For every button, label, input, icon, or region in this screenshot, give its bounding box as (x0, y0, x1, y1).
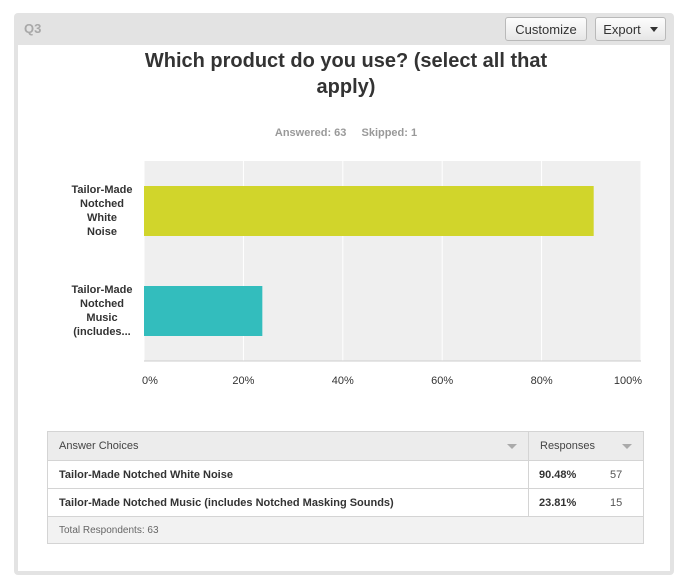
total-respondents: Total Respondents: 63 (48, 517, 643, 543)
bar (144, 286, 263, 336)
answered-count: Answered: 63 (274, 127, 347, 139)
answer-choices-header[interactable]: Answer Choices (48, 432, 529, 460)
count-cell: 15 (610, 496, 623, 509)
response-stats: Answered: 63 Skipped: 1 (0, 127, 692, 139)
sort-icon (507, 444, 517, 449)
table-header: Answer Choices Responses (48, 432, 643, 461)
answer-cell: Tailor-Made Notched Music (includes Notc… (48, 489, 529, 516)
sort-icon (622, 444, 632, 449)
x-tick-label: 80% (531, 375, 553, 387)
table-row: Tailor-Made Notched White Noise 90.48% 5… (48, 461, 643, 489)
percent-cell: 90.48% (539, 468, 577, 481)
skipped-count: Skipped: 1 (361, 127, 418, 139)
x-tick-label: 60% (431, 375, 453, 387)
bar (144, 186, 594, 236)
responses-header[interactable]: Responses (529, 432, 643, 460)
answer-cell: Tailor-Made Notched White Noise (48, 461, 529, 488)
x-tick-label: 20% (232, 375, 254, 387)
chart-title: Which product do you use? (select all th… (144, 50, 548, 98)
export-button[interactable]: Export (595, 17, 666, 41)
x-tick-label: 0% (142, 375, 158, 387)
chevron-down-icon (649, 26, 658, 32)
y-tick-label: Tailor-Made Notched Music (includes... (71, 284, 133, 338)
response-table: Answer Choices Responses Tailor-Made Not… (47, 431, 644, 544)
customize-button[interactable]: Customize (505, 17, 587, 41)
y-tick-label: Tailor-Made Notched White Noise (71, 184, 133, 238)
table-row: Tailor-Made Notched Music (includes Notc… (48, 489, 643, 517)
question-number: Q3 (24, 21, 42, 36)
x-tick-label: 40% (332, 375, 354, 387)
export-label: Export (603, 21, 641, 37)
count-cell: 57 (610, 468, 623, 481)
percent-cell: 23.81% (539, 496, 577, 509)
x-tick-label: 100% (614, 375, 642, 387)
